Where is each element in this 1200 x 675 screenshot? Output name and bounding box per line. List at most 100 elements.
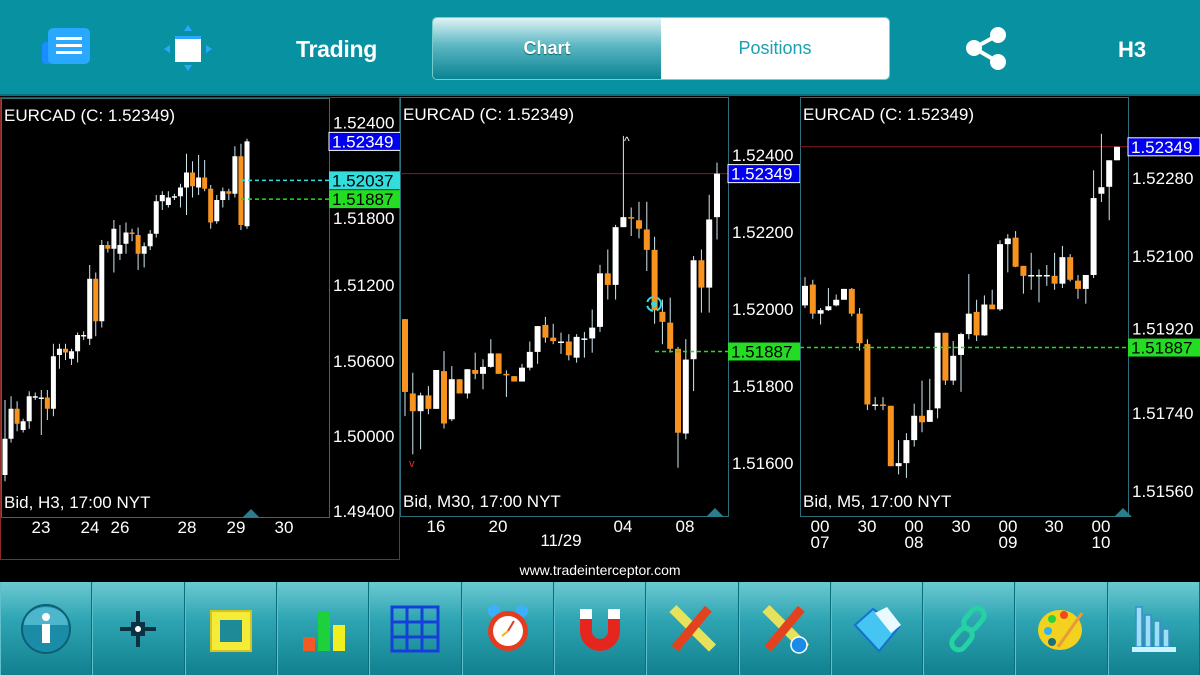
alarm-clock-button[interactable] [461, 582, 554, 675]
chart-panel-m5[interactable]: 1.52280 1.52100 1.51920 1.51740 1.51560 1.523… [800, 97, 1200, 560]
candle-body [165, 197, 171, 205]
share-icon [966, 27, 1006, 70]
candlestick-chart[interactable]: 1.52280 1.52100 1.51920 1.51740 1.51560 1.523… [800, 97, 1200, 560]
drawing-tools-icon [669, 604, 717, 652]
folder-button[interactable] [830, 582, 924, 675]
candle-body [232, 156, 238, 194]
candle-body [802, 285, 808, 306]
plot-area [400, 97, 729, 517]
y-tick-label: 1.51740 [1132, 404, 1193, 423]
candle-body [495, 353, 502, 374]
candle-body [87, 278, 93, 339]
candle-body [480, 366, 486, 374]
candle-body [880, 404, 886, 406]
candle-body [105, 245, 111, 249]
candlestick-chart[interactable]: 1.52400 1.52200 1.52000 1.51800 1.51600 1.523… [400, 97, 800, 560]
x-tick-label: 00 10 [1091, 517, 1111, 552]
share-button[interactable] [962, 24, 1012, 72]
candle-body [69, 351, 75, 359]
candle-body [117, 245, 123, 254]
candle-body [911, 415, 918, 441]
candle-body [202, 177, 208, 189]
candle-body [503, 373, 510, 376]
chart-panel-m30[interactable]: 1.52400 1.52200 1.52000 1.51800 1.51600 1.523… [400, 97, 800, 560]
candle-body [487, 353, 494, 367]
indicators-button[interactable] [1107, 582, 1200, 675]
crosshair-button[interactable] [92, 582, 185, 675]
price-tag-label: 1.51887 [1131, 339, 1192, 358]
candle-body [651, 249, 658, 311]
price-tag-label: 1.52349 [1131, 138, 1192, 157]
website-link[interactable]: www.tradeinterceptor.com [519, 562, 681, 578]
candle-body [558, 341, 564, 343]
candle-body [690, 260, 697, 360]
y-tick-label: 1.52280 [1132, 169, 1193, 188]
candle-body [589, 327, 596, 339]
grid-button[interactable] [369, 582, 462, 675]
price-tag-label: 1.51887 [731, 343, 792, 362]
candle-body [620, 217, 627, 228]
ruler-frame-button[interactable] [184, 582, 277, 675]
candle-body [872, 404, 879, 406]
candle-body [612, 227, 619, 285]
candle-body [111, 228, 117, 249]
drawing-tools-button[interactable] [646, 582, 739, 675]
tab-positions[interactable]: Positions [661, 18, 889, 79]
scroll-handle [242, 509, 260, 518]
drawing-tools-info-button[interactable] [738, 582, 831, 675]
candle-body [171, 196, 177, 198]
timeframe-button[interactable]: H3 [1118, 37, 1147, 62]
info-button[interactable] [0, 582, 93, 675]
candle-body [402, 319, 408, 392]
bar-chart-button[interactable] [276, 582, 370, 675]
x-tick-label: 30 [1044, 517, 1064, 536]
x-tick-label: 04 [613, 517, 633, 536]
indicators-icon [1131, 605, 1176, 652]
fullscreen-button[interactable] [163, 24, 213, 72]
candle-body [604, 273, 611, 285]
scroll-handle [706, 508, 724, 517]
palette-icon [1037, 609, 1083, 650]
y-tick-label: 1.51800 [333, 209, 394, 228]
candle-body [141, 246, 147, 254]
candle-body [1098, 187, 1105, 194]
magnet-button[interactable] [553, 582, 647, 675]
candle-body [659, 311, 666, 322]
menu-button[interactable] [40, 24, 90, 72]
page-title: Trading [296, 36, 377, 62]
link-button[interactable] [923, 582, 1016, 675]
candle-body [934, 332, 941, 409]
candle-body [425, 395, 432, 409]
price-tag [1127, 137, 1200, 157]
x-tick-label: 20 [488, 517, 508, 536]
candle-body [196, 177, 202, 188]
candle-body [409, 393, 416, 412]
candle-body [973, 311, 980, 336]
plot-area [1, 98, 330, 518]
price-tag [1128, 338, 1200, 357]
candle-body [856, 313, 863, 344]
drawing-tools-info-icon [762, 604, 809, 654]
candle-body [81, 335, 87, 337]
chart-footer: Bid, M30, 17:00 NYT [403, 492, 561, 511]
y-tick-label: 1.52000 [732, 300, 793, 319]
palette-button[interactable] [1015, 582, 1108, 675]
fullscreen-icon [164, 25, 212, 71]
candlestick-chart[interactable]: 1.52400 1.51800 1.51200 1.50600 1.50000 1.494… [1, 98, 401, 561]
candle-body [682, 359, 689, 434]
high-marker: ^ [624, 134, 630, 148]
candle-body [220, 191, 226, 200]
x-tick-label: 30 [274, 518, 294, 537]
tab-chart[interactable]: Chart [433, 18, 661, 79]
candle-body [698, 260, 705, 288]
candle-body [26, 396, 32, 422]
y-tick-label: 1.51560 [1132, 482, 1193, 501]
candle-body [864, 344, 871, 405]
candle-body [472, 369, 479, 374]
candle-body [1075, 280, 1081, 289]
candle-body [1051, 275, 1058, 284]
candle-body [93, 278, 99, 322]
candle-body [714, 173, 720, 218]
y-tick-label: 1.50000 [333, 427, 394, 446]
chart-panel-h3[interactable]: 1.52400 1.51800 1.51200 1.50600 1.50000 1.494… [0, 97, 401, 561]
